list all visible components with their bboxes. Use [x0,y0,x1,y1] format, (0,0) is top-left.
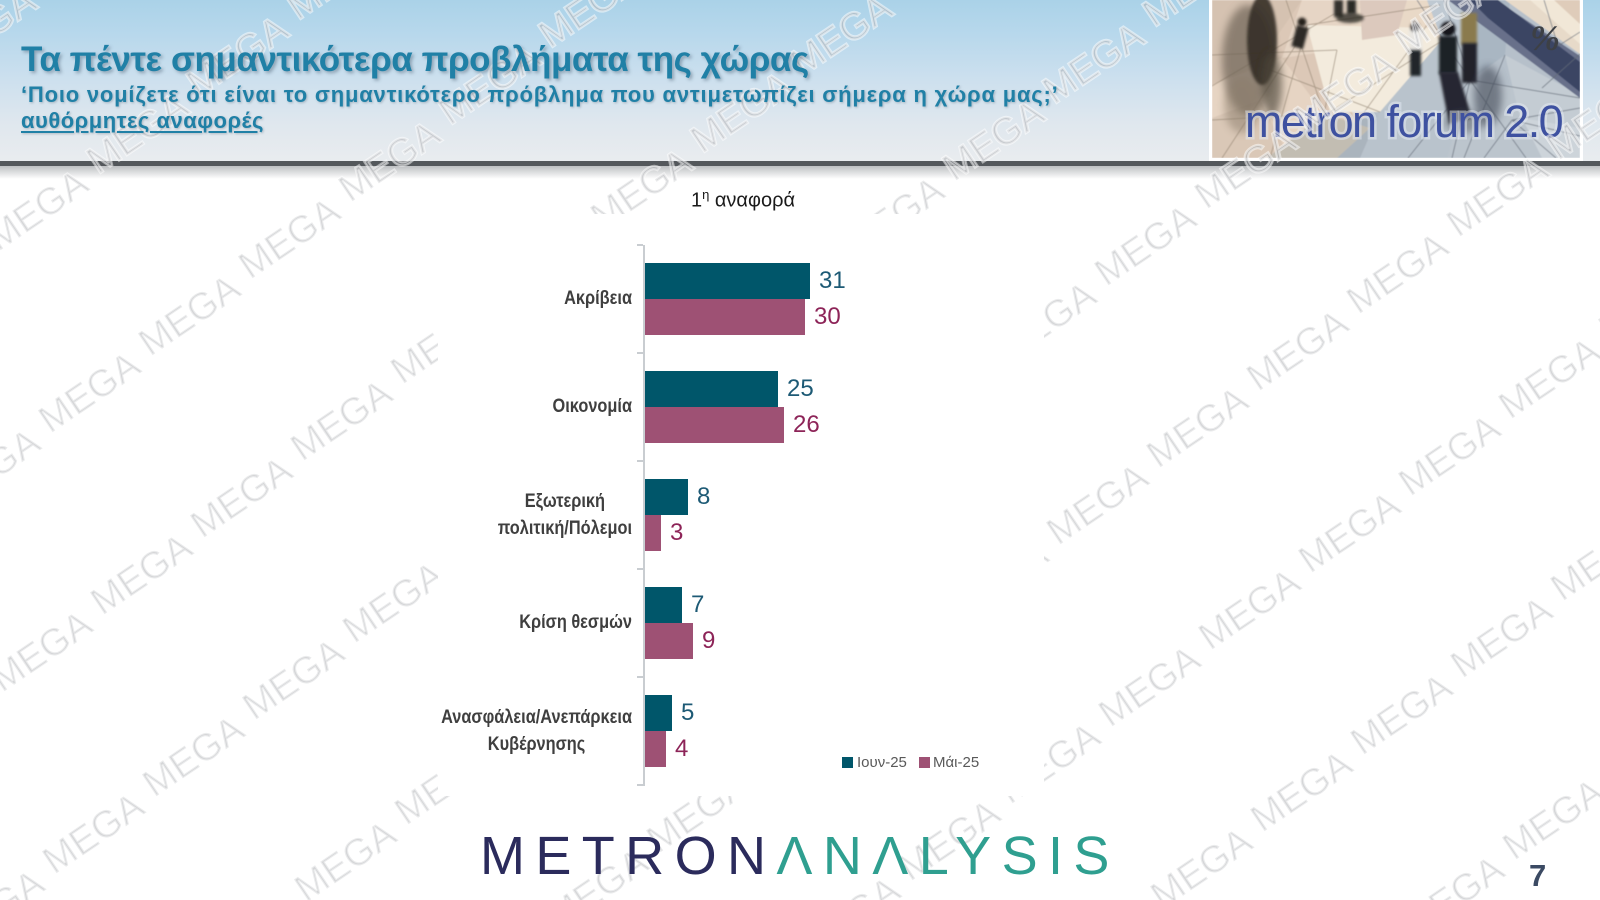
svg-text:%: % [1530,18,1560,58]
svg-text:metron forum 2.0: metron forum 2.0 [1245,96,1563,147]
